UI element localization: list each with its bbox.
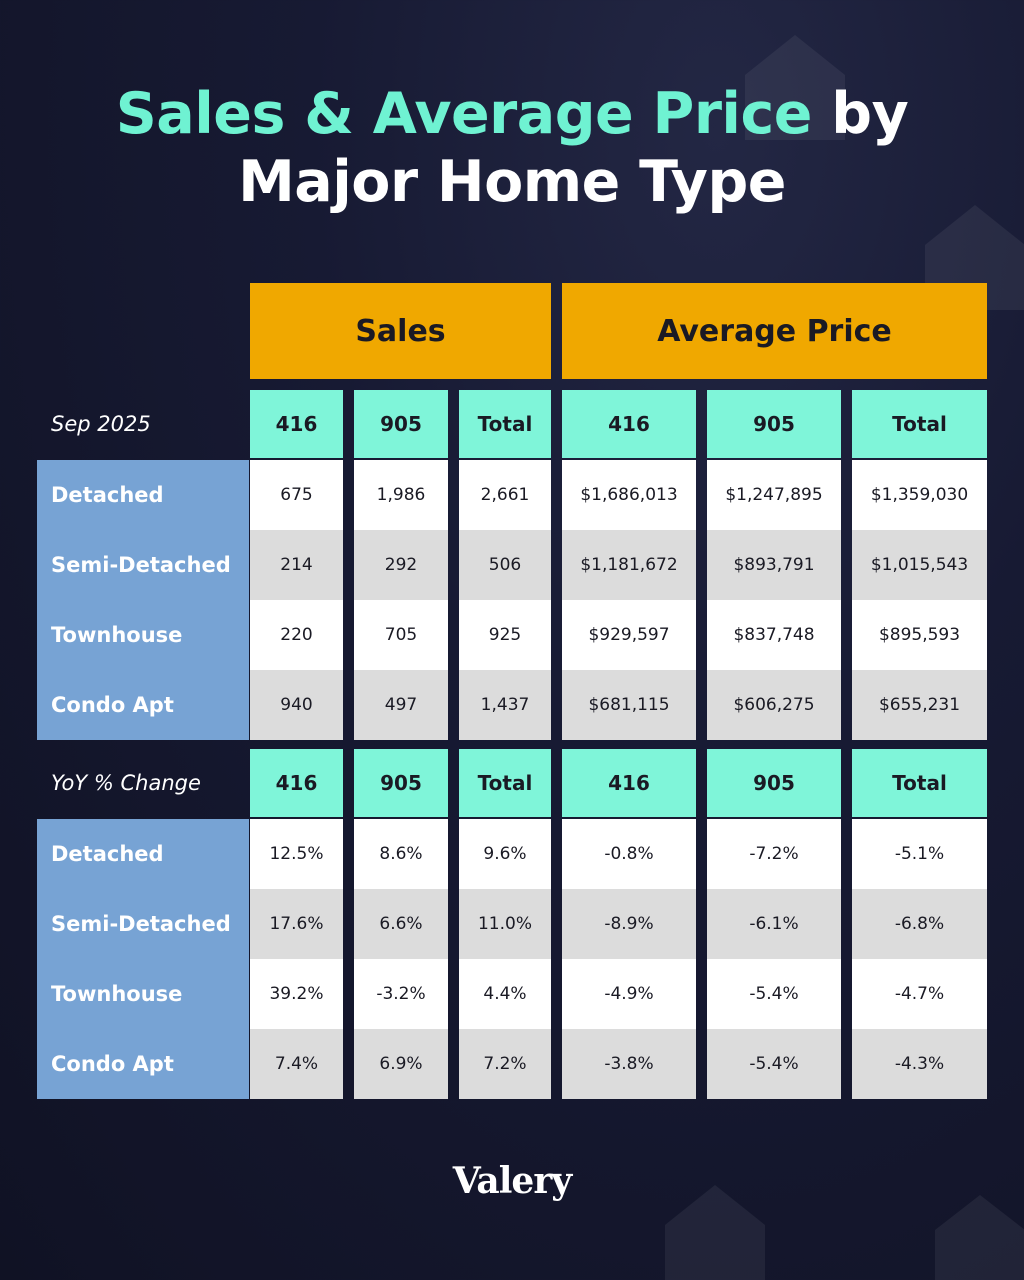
table-cell: $893,791 bbox=[707, 530, 841, 600]
table-cell: 6.9% bbox=[354, 1029, 448, 1099]
table-cell: -6.1% bbox=[707, 889, 841, 959]
table-cell: $1,359,030 bbox=[852, 460, 987, 530]
table-cell: 9.6% bbox=[459, 819, 551, 889]
house-decoration-icon bbox=[665, 1185, 765, 1280]
title-line-1: Sales & Average Price by bbox=[0, 80, 1024, 148]
title-line-2: Major Home Type bbox=[238, 149, 786, 215]
section-label: YoY % Change bbox=[51, 771, 201, 795]
column-header: Total bbox=[459, 749, 551, 817]
table-cell: $655,231 bbox=[852, 670, 987, 740]
table-cell: -4.9% bbox=[562, 959, 696, 1029]
table-cell: $1,686,013 bbox=[562, 460, 696, 530]
row-header: Semi-Detached bbox=[37, 530, 249, 600]
house-decoration-icon bbox=[935, 1195, 1024, 1280]
table-cell: -5.4% bbox=[707, 1029, 841, 1099]
table-cell: -5.1% bbox=[852, 819, 987, 889]
row-header: Semi-Detached bbox=[37, 889, 249, 959]
table-cell: 940 bbox=[250, 670, 343, 740]
table-cell: 7.2% bbox=[459, 1029, 551, 1099]
table-cell: -5.4% bbox=[707, 959, 841, 1029]
table-cell: $895,593 bbox=[852, 600, 987, 670]
table-cell: $1,015,543 bbox=[852, 530, 987, 600]
table-cell: -7.2% bbox=[707, 819, 841, 889]
column-header: 416 bbox=[562, 390, 696, 458]
house-decoration-icon bbox=[745, 35, 845, 140]
table-cell: 17.6% bbox=[250, 889, 343, 959]
table-cell: $1,181,672 bbox=[562, 530, 696, 600]
column-header: 416 bbox=[250, 749, 343, 817]
column-header: Total bbox=[459, 390, 551, 458]
column-header: 905 bbox=[354, 749, 448, 817]
table-cell: 220 bbox=[250, 600, 343, 670]
table-cell: -3.8% bbox=[562, 1029, 696, 1099]
table-cell: -8.9% bbox=[562, 889, 696, 959]
table-cell: 925 bbox=[459, 600, 551, 670]
table-cell: -6.8% bbox=[852, 889, 987, 959]
table-cell: -0.8% bbox=[562, 819, 696, 889]
chart-title: Sales & Average Price by Major Home Type bbox=[0, 80, 1024, 216]
column-header: Total bbox=[852, 749, 987, 817]
column-header: 905 bbox=[707, 749, 841, 817]
table-cell: 1,437 bbox=[459, 670, 551, 740]
row-header: Detached bbox=[37, 819, 249, 889]
table-cell: 8.6% bbox=[354, 819, 448, 889]
table-cell: 675 bbox=[250, 460, 343, 530]
table-cell: 292 bbox=[354, 530, 448, 600]
table-cell: $606,275 bbox=[707, 670, 841, 740]
brand-logo: Valery bbox=[452, 1160, 572, 1202]
row-header: Condo Apt bbox=[37, 670, 249, 740]
table-cell: 4.4% bbox=[459, 959, 551, 1029]
column-header: 905 bbox=[707, 390, 841, 458]
row-header: Townhouse bbox=[37, 600, 249, 670]
column-header: 905 bbox=[354, 390, 448, 458]
table-cell: $1,247,895 bbox=[707, 460, 841, 530]
table-cell: 2,661 bbox=[459, 460, 551, 530]
table-cell: 705 bbox=[354, 600, 448, 670]
table-cell: $837,748 bbox=[707, 600, 841, 670]
column-header: 416 bbox=[562, 749, 696, 817]
table-cell: 11.0% bbox=[459, 889, 551, 959]
table-cell: 506 bbox=[459, 530, 551, 600]
table-cell: 12.5% bbox=[250, 819, 343, 889]
table-cell: $929,597 bbox=[562, 600, 696, 670]
row-header: Detached bbox=[37, 460, 249, 530]
table-cell: $681,115 bbox=[562, 670, 696, 740]
table-cell: 214 bbox=[250, 530, 343, 600]
column-header: Total bbox=[852, 390, 987, 458]
section-label: Sep 2025 bbox=[51, 412, 151, 436]
table-cell: -4.3% bbox=[852, 1029, 987, 1099]
group-header-sales: Sales bbox=[250, 283, 551, 379]
table-cell: 497 bbox=[354, 670, 448, 740]
title-accent: Sales & Average Price bbox=[115, 81, 813, 147]
title-by: by bbox=[831, 81, 909, 147]
group-header-average-price: Average Price bbox=[562, 283, 987, 379]
table-cell: -3.2% bbox=[354, 959, 448, 1029]
table-cell: -4.7% bbox=[852, 959, 987, 1029]
row-header: Condo Apt bbox=[37, 1029, 249, 1099]
row-header: Townhouse bbox=[37, 959, 249, 1029]
table-cell: 6.6% bbox=[354, 889, 448, 959]
column-header: 416 bbox=[250, 390, 343, 458]
table-cell: 7.4% bbox=[250, 1029, 343, 1099]
table-cell: 39.2% bbox=[250, 959, 343, 1029]
table-cell: 1,986 bbox=[354, 460, 448, 530]
